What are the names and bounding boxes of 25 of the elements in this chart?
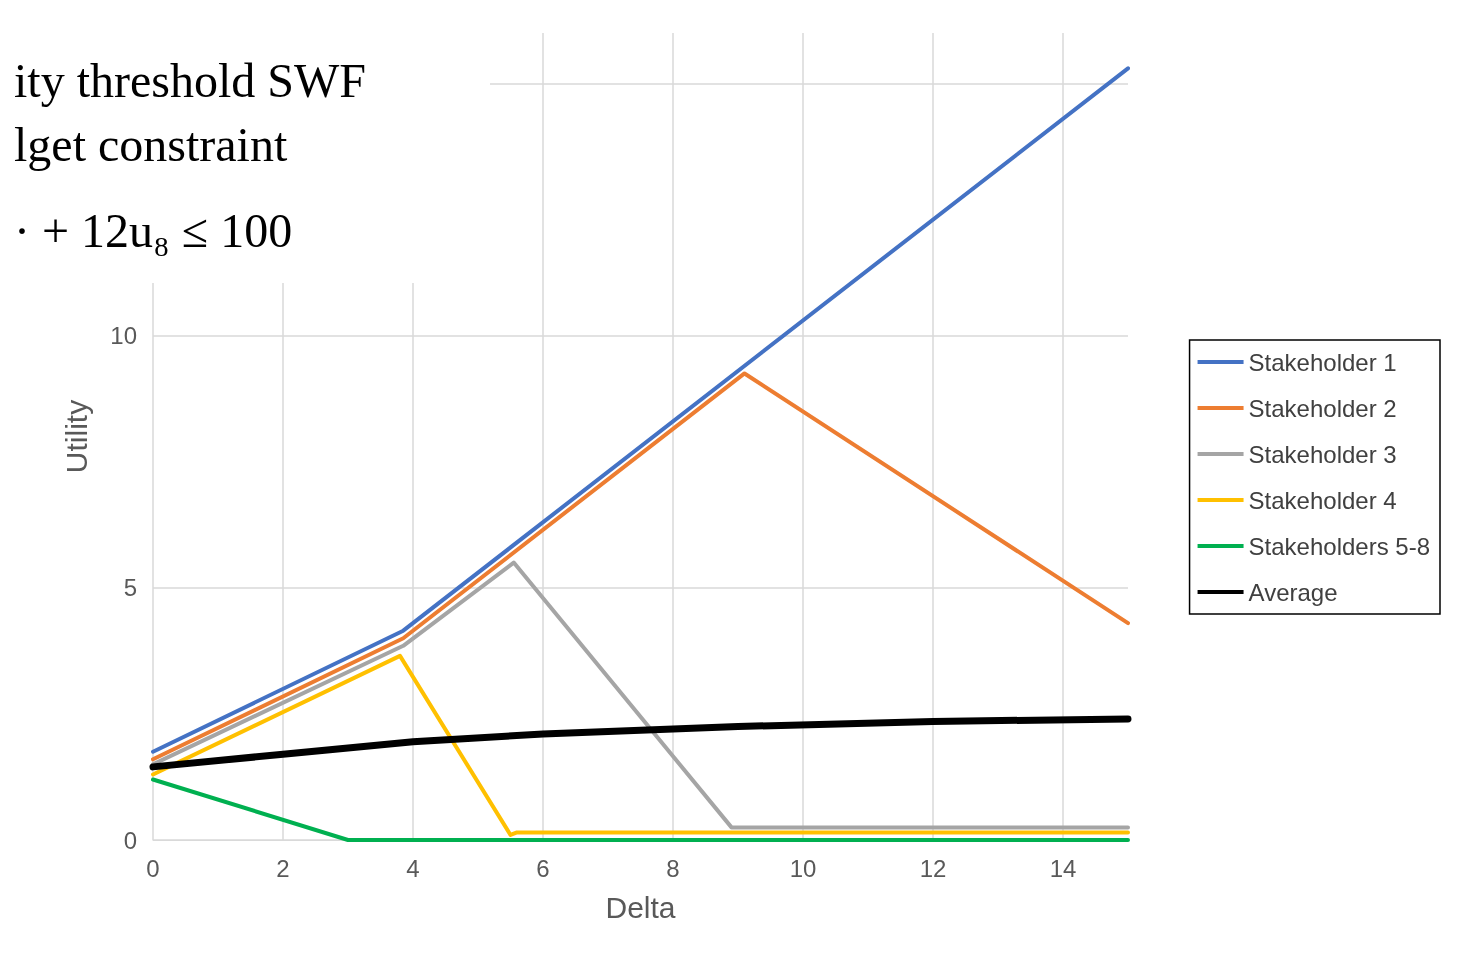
x-tick-label: 10 <box>789 854 817 882</box>
annotation: lget constraint <box>14 117 288 171</box>
line-series <box>151 560 1130 830</box>
line-series <box>151 653 1130 837</box>
x-tick-label: 4 <box>406 854 420 882</box>
y-axis-title: Utility <box>59 399 93 474</box>
legend-label: Stakeholder 3 <box>1248 440 1397 468</box>
annotation: · + 12u₈ ≤ 100 <box>14 203 293 257</box>
x-tick-label: 6 <box>536 854 550 882</box>
annotation: ity threshold SWF <box>14 53 367 107</box>
x-tick-label: 8 <box>666 854 680 882</box>
x-tick-label: 14 <box>1049 854 1077 882</box>
legend-label: Stakeholder 4 <box>1248 486 1397 514</box>
x-axis-title: Delta <box>605 890 676 924</box>
y-tick-label: 0 <box>123 826 137 854</box>
x-tick-label: 2 <box>276 854 290 882</box>
y-tick-label: 10 <box>110 322 137 350</box>
legend-label: Stakeholder 2 <box>1248 394 1397 422</box>
line-series <box>151 371 1130 762</box>
legend-label: Average <box>1248 578 1338 606</box>
legend-label: Stakeholders 5-8 <box>1248 532 1431 560</box>
x-tick-label: 12 <box>919 854 947 882</box>
y-tick-label: 5 <box>123 574 137 602</box>
legend-label: Stakeholder 1 <box>1248 348 1397 376</box>
x-tick-label: 0 <box>146 854 160 882</box>
